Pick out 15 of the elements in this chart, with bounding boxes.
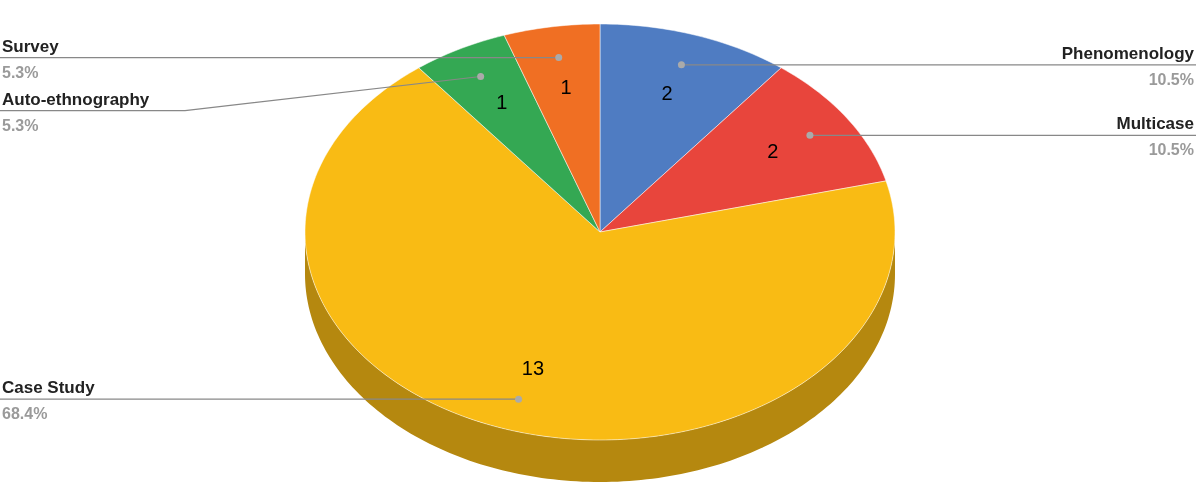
text: 68.4% — [2, 405, 48, 423]
data-label: 1 — [496, 91, 508, 114]
slice-label: Auto-ethnography — [2, 89, 150, 109]
text: 10.5% — [1148, 70, 1194, 88]
slice-label: Multicase — [1116, 114, 1194, 134]
data-label: 2 — [661, 81, 673, 104]
data-label: 1 — [560, 75, 572, 98]
data-label: 2 — [767, 139, 779, 162]
slice-label: Survey — [2, 36, 60, 56]
text: 5.3% — [2, 116, 39, 134]
data-label: 13 — [521, 356, 545, 379]
text: 10.5% — [1148, 141, 1194, 159]
text: 5.3% — [2, 63, 39, 81]
slice-label: Phenomenology — [1061, 43, 1195, 63]
slice-label: Case Study — [2, 378, 96, 398]
